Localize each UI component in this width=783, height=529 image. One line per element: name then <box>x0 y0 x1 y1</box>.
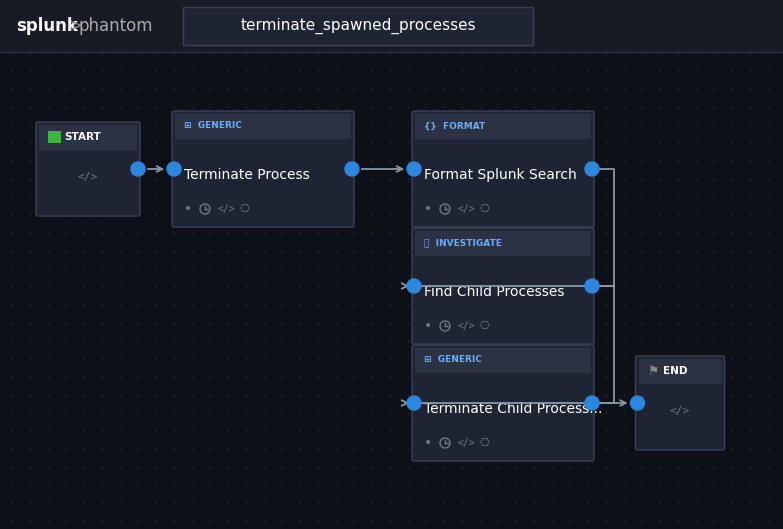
FancyBboxPatch shape <box>412 228 594 344</box>
Circle shape <box>585 396 599 410</box>
Text: Format Splunk Search: Format Splunk Search <box>424 168 577 182</box>
Text: START: START <box>64 132 101 142</box>
FancyBboxPatch shape <box>415 348 591 373</box>
FancyBboxPatch shape <box>638 359 721 384</box>
Circle shape <box>167 162 181 176</box>
Text: END: END <box>663 366 688 376</box>
Text: </>: </> <box>670 406 690 416</box>
Circle shape <box>131 162 145 176</box>
Text: •: • <box>184 202 193 216</box>
Text: </>: </> <box>78 172 98 182</box>
Text: Terminate Child Process...: Terminate Child Process... <box>424 402 602 416</box>
Circle shape <box>407 162 421 176</box>
Text: </>: </> <box>218 204 236 214</box>
Text: ⊞  GENERIC: ⊞ GENERIC <box>424 355 482 364</box>
Text: terminate_spawned_processes: terminate_spawned_processes <box>240 18 476 34</box>
Text: 🔍  INVESTIGATE: 🔍 INVESTIGATE <box>424 239 502 248</box>
Text: •: • <box>424 436 432 450</box>
Text: ⎔: ⎔ <box>480 438 489 448</box>
Text: ⊞  GENERIC: ⊞ GENERIC <box>184 122 242 131</box>
FancyBboxPatch shape <box>175 114 351 139</box>
FancyBboxPatch shape <box>415 114 591 139</box>
FancyBboxPatch shape <box>636 356 724 450</box>
Text: >: > <box>68 17 82 35</box>
FancyBboxPatch shape <box>412 345 594 461</box>
Text: ⎔: ⎔ <box>480 204 489 214</box>
Circle shape <box>407 396 421 410</box>
FancyBboxPatch shape <box>39 125 137 150</box>
Text: ⎔: ⎔ <box>240 204 250 214</box>
Text: </>: </> <box>458 204 475 214</box>
Text: •: • <box>424 319 432 333</box>
Text: phantom: phantom <box>78 17 153 35</box>
FancyBboxPatch shape <box>415 231 591 256</box>
Text: {}  FORMAT: {} FORMAT <box>424 122 485 131</box>
Circle shape <box>345 162 359 176</box>
Text: </>: </> <box>458 438 475 448</box>
Text: ⚑: ⚑ <box>648 364 659 378</box>
FancyBboxPatch shape <box>48 131 61 143</box>
Text: Find Child Processes: Find Child Processes <box>424 285 565 299</box>
Text: Terminate Process: Terminate Process <box>184 168 310 182</box>
Text: •: • <box>424 202 432 216</box>
FancyBboxPatch shape <box>183 7 533 45</box>
Text: splunk: splunk <box>16 17 78 35</box>
FancyBboxPatch shape <box>0 0 783 52</box>
Circle shape <box>585 279 599 293</box>
Circle shape <box>630 396 644 410</box>
Text: ⎔: ⎔ <box>480 321 489 331</box>
FancyBboxPatch shape <box>412 111 594 227</box>
FancyBboxPatch shape <box>36 122 140 216</box>
Circle shape <box>407 279 421 293</box>
FancyBboxPatch shape <box>172 111 354 227</box>
Circle shape <box>585 162 599 176</box>
Text: </>: </> <box>458 321 475 331</box>
